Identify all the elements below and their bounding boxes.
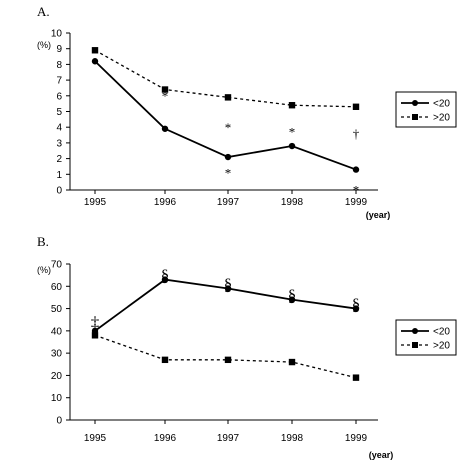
series-over-20 (91, 47, 360, 110)
y-tick-label: 70 (51, 260, 63, 271)
significance-marker: * (225, 120, 232, 135)
significance-marker: § (288, 286, 297, 305)
data-point (224, 285, 232, 292)
data-point (288, 142, 296, 150)
y-tick-label: 40 (51, 326, 63, 337)
x-tick-label: 1999 (345, 433, 368, 444)
legend-label: >20 (433, 341, 450, 352)
data-point (91, 47, 99, 54)
y-tick-label: 8 (56, 60, 62, 71)
series-line (94, 49, 357, 108)
x-axis-label: (year) (369, 450, 394, 460)
data-point (352, 374, 360, 381)
data-point (91, 58, 99, 65)
significance-marker: § (224, 275, 233, 294)
data-point (161, 125, 169, 132)
x-tick-label: 1995 (84, 197, 107, 208)
y-tick-label: 6 (56, 91, 62, 102)
y-tick-label: 5 (56, 107, 62, 118)
panel-label: A. (37, 4, 50, 19)
data-point (352, 305, 360, 312)
significance-marker: * (225, 165, 232, 180)
legend-entry: >20 (401, 341, 450, 352)
data-point (224, 94, 232, 101)
data-point (352, 166, 360, 173)
x-tick-label: 1995 (84, 433, 107, 444)
data-point (161, 276, 169, 283)
series-under-20 (91, 276, 360, 335)
y-tick-label: 9 (56, 44, 62, 55)
x-tick-label: 1996 (154, 197, 177, 208)
y-tick-label: 0 (56, 416, 62, 427)
chart-panel-b: B. (%) 0 10 20 30 40 50 60 70 1995 1996 1997 1998 1999… (37, 234, 457, 460)
y-tick-label: 60 (51, 282, 63, 293)
legend-label: >20 (433, 113, 450, 124)
legend: <20>20 (395, 319, 457, 356)
x-tick-label: 1997 (217, 197, 240, 208)
legend-entry: <20 (401, 327, 450, 338)
x-tick-label: 1998 (281, 197, 304, 208)
data-point (288, 296, 296, 303)
legend-marker (412, 342, 418, 348)
significance-marker: * (289, 124, 296, 139)
significance-marker: § (161, 266, 170, 285)
legend-marker (412, 114, 418, 120)
legend-entry: >20 (401, 113, 450, 124)
data-point (352, 103, 360, 110)
legend-box (395, 91, 457, 128)
x-tick-label: 1996 (154, 433, 177, 444)
panel-label: B. (37, 234, 49, 249)
legend-label: <20 (433, 327, 450, 338)
x-tick-label: 1999 (345, 197, 368, 208)
y-tick-label: 10 (51, 393, 63, 404)
data-point (288, 102, 296, 109)
y-tick-label: 3 (56, 138, 62, 149)
legend-box (395, 319, 457, 356)
series-under-20 (91, 58, 360, 173)
data-point (161, 356, 169, 364)
data-point (288, 358, 296, 366)
y-tick-label: 2 (56, 154, 62, 165)
x-axis-label: (year) (366, 210, 391, 220)
legend: <20>20 (395, 91, 457, 128)
data-point (91, 332, 99, 339)
x-tick-label: 1998 (281, 433, 304, 444)
y-tick-label: 50 (51, 304, 63, 315)
chart-panel-a: A. (%) 0 1 2 3 4 5 6 7 8 9 10 1995 1996 1997 1998 1999 (ye… (37, 4, 457, 220)
series-over-20 (91, 332, 360, 381)
y-tick-label: 7 (56, 76, 62, 87)
y-tick-label: 30 (51, 349, 63, 360)
legend-label: <20 (433, 99, 450, 110)
significance-marker: ‡ (91, 313, 100, 332)
legend-entry: <20 (401, 99, 450, 110)
series-line (94, 60, 357, 171)
y-tick-label: 4 (56, 123, 62, 134)
y-tick-label: 1 (56, 170, 62, 181)
significance-marker: * (353, 183, 360, 198)
series-line (94, 334, 357, 379)
significance-marker: * (162, 88, 169, 103)
y-axis-label: (%) (37, 265, 51, 275)
legend-marker (412, 100, 418, 106)
y-tick-label: 10 (51, 29, 63, 40)
x-tick-label: 1997 (217, 433, 240, 444)
y-axis-label: (%) (37, 40, 51, 50)
significance-marker: § (352, 295, 361, 314)
significance-marker: † (353, 126, 360, 141)
data-point (161, 86, 169, 93)
y-tick-label: 0 (56, 186, 62, 197)
data-point (224, 153, 232, 161)
legend-marker (412, 328, 418, 334)
data-point (224, 356, 232, 364)
y-tick-label: 20 (51, 371, 63, 382)
